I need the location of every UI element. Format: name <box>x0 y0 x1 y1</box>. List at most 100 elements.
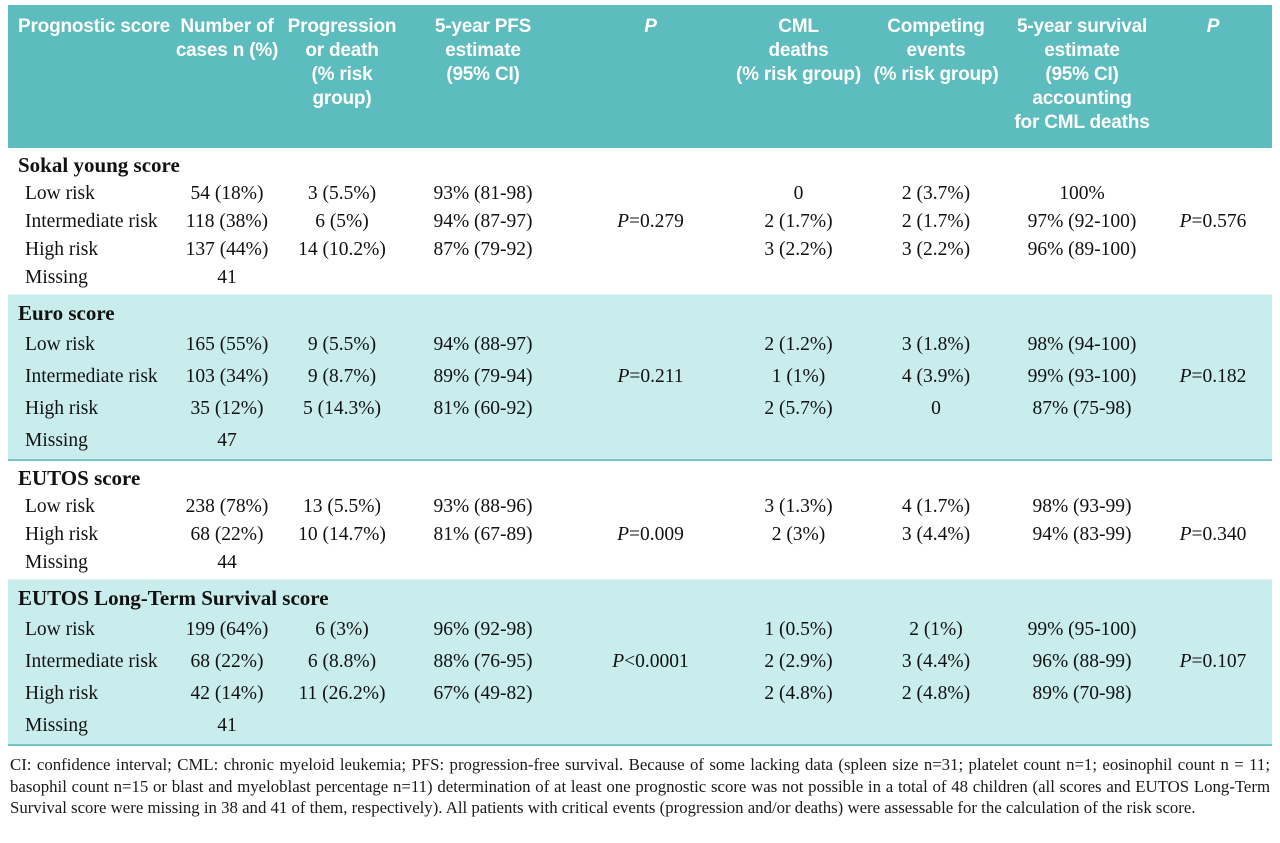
table-cell: 3 (1.8%) <box>901 334 971 355</box>
table-row: Missing 41 <box>8 710 1272 742</box>
table-cell: 9 (5.5%) <box>307 334 377 355</box>
p-value-cell <box>1154 264 1272 292</box>
table-row: High risk 42 (14%) 11 (26.2%) 67% (49-82… <box>8 678 1272 710</box>
table-cell <box>284 710 400 742</box>
table-row: Missing 44 <box>8 549 1272 577</box>
table-cell: 2 (4.8%) <box>901 683 971 704</box>
table-row: Low risk 54 (18%) 3 (5.5%) 93% (81-98) 0… <box>8 180 1272 208</box>
table-cell <box>862 549 1010 577</box>
section-title: Sokal young score <box>18 153 180 177</box>
table-cell <box>284 425 400 457</box>
table-cell: 0 <box>793 183 804 204</box>
table-cell <box>1010 425 1154 457</box>
table-cell: 118 (38%) <box>185 211 269 232</box>
table-row: Intermediate risk 68 (22%) 6 (8.8%) 88% … <box>8 646 1272 678</box>
row-label: Low risk <box>25 183 95 204</box>
p-value-cell <box>566 549 735 577</box>
table-cell <box>1010 710 1154 742</box>
row-label: Low risk <box>25 619 95 640</box>
table-header-row: Prognostic score Number of cases n (%) P… <box>8 5 1272 148</box>
p-value-cell <box>1154 236 1272 264</box>
table-cell: 35 (12%) <box>190 398 264 419</box>
table-footnote: CI: confidence interval; CML: chronic my… <box>10 755 1270 817</box>
table-row: High risk 35 (12%) 5 (14.3%) 81% (60-92)… <box>8 393 1272 425</box>
table-cell <box>735 710 862 742</box>
p-value-cell <box>566 180 735 208</box>
p-value-cell <box>1154 614 1272 646</box>
table-cell: 93% (88-96) <box>433 496 533 517</box>
row-label: Low risk <box>25 334 95 355</box>
section-eutos-score: EUTOS score Low risk 238 (78%) 13 (5.5%)… <box>8 461 1272 579</box>
table-cell <box>1010 264 1154 292</box>
p-value-cell <box>566 329 735 361</box>
table-cell: 54 (18%) <box>190 183 264 204</box>
p-value-cell: P=0.211 <box>617 366 684 387</box>
p-value-cell: P=0.009 <box>617 524 684 545</box>
table-cell: 3 (4.4%) <box>901 651 971 672</box>
table-cell: 2 (5.7%) <box>764 398 833 419</box>
section-euro-score: Euro score Low risk 165 (55%) 9 (5.5%) 9… <box>8 294 1272 461</box>
table-cell: 94% (83-99) <box>1032 524 1132 545</box>
row-label: Missing <box>25 267 88 288</box>
table-cell: 99% (93-100) <box>1027 366 1137 387</box>
section-sokal-young-score: Sokal young score Low risk 54 (18%) 3 (5… <box>8 148 1272 294</box>
table-cell: 99% (95-100) <box>1027 619 1137 640</box>
table-cell: 96% (92-98) <box>433 619 533 640</box>
table-row: Intermediate risk 118 (38%) 6 (5%) 94% (… <box>8 208 1272 236</box>
table-cell: 4 (1.7%) <box>901 496 971 517</box>
table-cell: 67% (49-82) <box>433 683 533 704</box>
p-value-cell: P=0.107 <box>1179 651 1247 672</box>
table-cell: 41 <box>217 267 237 288</box>
column-header-number-of-cases: Number of cases n (%) <box>175 16 279 61</box>
table-cell: 93% (81-98) <box>433 183 533 204</box>
table-cell: 2 (4.8%) <box>764 683 833 704</box>
table-cell: 11 (26.2%) <box>298 683 386 704</box>
p-value-cell <box>1154 329 1272 361</box>
table-cell: 13 (5.5%) <box>303 496 381 517</box>
p-value-cell <box>1154 710 1272 742</box>
row-label: Intermediate risk <box>25 651 158 672</box>
column-header-5yr-pfs-estimate: 5-year PFS estimate (95% CI) <box>434 16 532 85</box>
table-cell: 100% <box>1059 183 1105 204</box>
table-cell: 10 (14.7%) <box>298 524 386 545</box>
table-row: Intermediate risk 103 (34%) 9 (8.7%) 89%… <box>8 361 1272 393</box>
table-cell: 9 (8.7%) <box>307 366 377 387</box>
table-row: Low risk 199 (64%) 6 (3%) 96% (92-98) 1 … <box>8 614 1272 646</box>
p-value-cell <box>566 236 735 264</box>
p-value-cell <box>566 614 735 646</box>
table-cell: 0 <box>931 398 941 419</box>
table-cell: 81% (67-89) <box>433 524 533 545</box>
p-value-cell <box>566 264 735 292</box>
p-value-cell <box>566 710 735 742</box>
row-label: Intermediate risk <box>25 366 158 387</box>
table-row: Missing 41 <box>8 264 1272 292</box>
p-value-cell <box>566 393 735 425</box>
p-value-cell <box>1154 425 1272 457</box>
row-label: Intermediate risk <box>25 211 158 232</box>
row-label: Missing <box>25 430 88 451</box>
table-cell: 68 (22%) <box>190 651 264 672</box>
table-cell <box>1010 549 1154 577</box>
table-cell: 2 (2.9%) <box>764 651 833 672</box>
table-cell: 2 (1.7%) <box>901 211 971 232</box>
row-label: High risk <box>25 398 99 419</box>
column-header-5yr-survival-estimate: 5-year survival estimate (95% CI) accoun… <box>1014 16 1150 133</box>
table-cell <box>735 264 862 292</box>
table-cell: 89% (70-98) <box>1032 683 1132 704</box>
table-cell: 98% (93-99) <box>1032 496 1132 517</box>
column-header-competing-events: Competing events (% risk group) <box>873 16 999 85</box>
row-label: High risk <box>25 683 99 704</box>
row-label: Missing <box>25 552 88 573</box>
column-header-p-value-pfs: P <box>644 16 657 37</box>
p-value-cell <box>1154 393 1272 425</box>
table-cell <box>735 549 862 577</box>
p-value-cell <box>1154 678 1272 710</box>
column-header-progression-or-death: Progression or death (% risk group) <box>287 16 397 109</box>
table-cell <box>862 264 1010 292</box>
row-label: High risk <box>25 524 99 545</box>
p-value-cell: P=0.576 <box>1179 211 1247 232</box>
table-cell: 6 (3%) <box>315 619 369 640</box>
table-cell: 137 (44%) <box>185 239 269 260</box>
table-cell: 98% (94-100) <box>1027 334 1137 355</box>
table-cell: 2 (1.7%) <box>764 211 833 232</box>
